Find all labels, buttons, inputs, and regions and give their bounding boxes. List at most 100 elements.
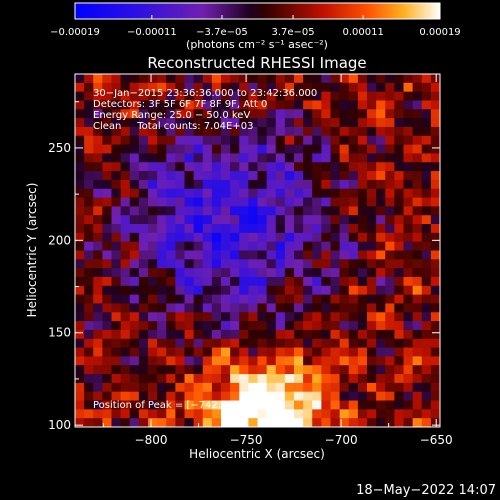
heatmap-cell [330,329,341,340]
heatmap-cell [357,400,368,410]
heatmap-cell [394,338,404,348]
heatmap-cell [394,215,404,225]
heatmap-cell [202,188,213,198]
heatmap-cell [184,303,195,313]
heatmap-cell [385,82,395,93]
heatmap-cell [75,400,85,410]
heatmap-cell [376,91,386,101]
heatmap-cell [367,400,377,410]
heatmap-cell [339,374,350,384]
heatmap-cell [157,276,167,287]
heatmap-cell [367,118,377,128]
heatmap-cell [321,347,331,357]
heatmap-cell [157,303,167,313]
heatmap-cell [412,365,423,375]
heatmap-cell [157,126,167,137]
heatmap-cell [357,109,368,119]
heatmap-cell [330,259,341,269]
heatmap-cell [202,347,213,357]
heatmap-cell [412,162,423,172]
heatmap-cell [120,162,131,172]
heatmap-cell [339,188,350,198]
heatmap-cell [138,374,149,384]
heatmap-cell [211,268,222,278]
heatmap-cell [230,409,240,419]
heatmap-cell [138,347,149,357]
heatmap-cell [230,215,240,225]
heatmap-cell [138,100,149,110]
heatmap-cell [138,232,149,243]
heatmap-cell [230,179,240,190]
heatmap-cell [166,268,176,278]
heatmap-cell [75,241,85,251]
heatmap-cell [184,74,195,84]
heatmap-cell [221,365,231,375]
heatmap-cell [166,91,176,101]
heatmap-cell [166,118,176,128]
heatmap-cell [284,126,295,137]
heatmap-cell [357,382,368,393]
heatmap-cell [394,126,404,137]
heatmap-cell [421,321,432,331]
heatmap-cell [193,259,204,269]
heatmap-cell [102,215,112,225]
heatmap-cell [330,303,341,313]
heatmap-cell [294,179,304,190]
heatmap-cell [211,294,222,304]
heatmap-cell [257,224,268,234]
heatmap-cell [421,215,432,225]
heatmap-cell [148,329,158,340]
heatmap-cell [348,162,359,172]
heatmap-cell [193,338,204,348]
heatmap-cell [84,82,94,93]
heatmap-cell [148,409,158,419]
heatmap-cell [303,382,313,393]
heatmap-cell [257,171,268,181]
heatmap-cell [421,374,432,384]
heatmap-cell [376,418,386,427]
heatmap-cell [184,347,195,357]
heatmap-cell [129,338,140,348]
heatmap-cell [385,144,395,154]
heatmap-cell [148,215,158,225]
heatmap-cell [239,250,249,260]
heatmap-cell [248,382,258,393]
heatmap-cell [175,400,185,410]
heatmap-cell [129,382,140,393]
heatmap-cell [221,206,231,216]
heatmap-cell [129,206,140,216]
heatmap-cell [303,91,313,101]
heatmap-cell [230,153,240,163]
heatmap-cell [430,259,440,269]
heatmap-cell [367,382,377,393]
colorbar-tick-label: −0.00011 [127,27,177,38]
heatmap-cell [248,321,258,331]
heatmap-cell [129,268,140,278]
heatmap-cell [257,259,268,269]
heatmap-cell [138,109,149,119]
heatmap-cell [376,109,386,119]
heatmap-cell [421,338,432,348]
heatmap-cell [184,162,195,172]
heatmap-cell [193,197,204,207]
heatmap-cell [239,303,249,313]
heatmap-cell [193,91,204,101]
heatmap-cell [102,250,112,260]
heatmap-cell [430,135,440,145]
heatmap-cell [239,356,249,366]
heatmap-cell [284,241,295,251]
heatmap-cell [193,188,204,198]
heatmap-cell [239,400,249,410]
heatmap-cell [303,109,313,119]
heatmap-cell [157,144,167,154]
heatmap-cell [75,338,85,348]
heatmap-cell [184,206,195,216]
heatmap-cell [367,250,377,260]
heatmap-cell [421,400,432,410]
heatmap-cell [138,329,149,340]
heatmap-cell [221,179,231,190]
heatmap-cell [211,365,222,375]
heatmap-cell [312,382,322,393]
heatmap-cell [339,294,350,304]
heatmap-cell [211,153,222,163]
